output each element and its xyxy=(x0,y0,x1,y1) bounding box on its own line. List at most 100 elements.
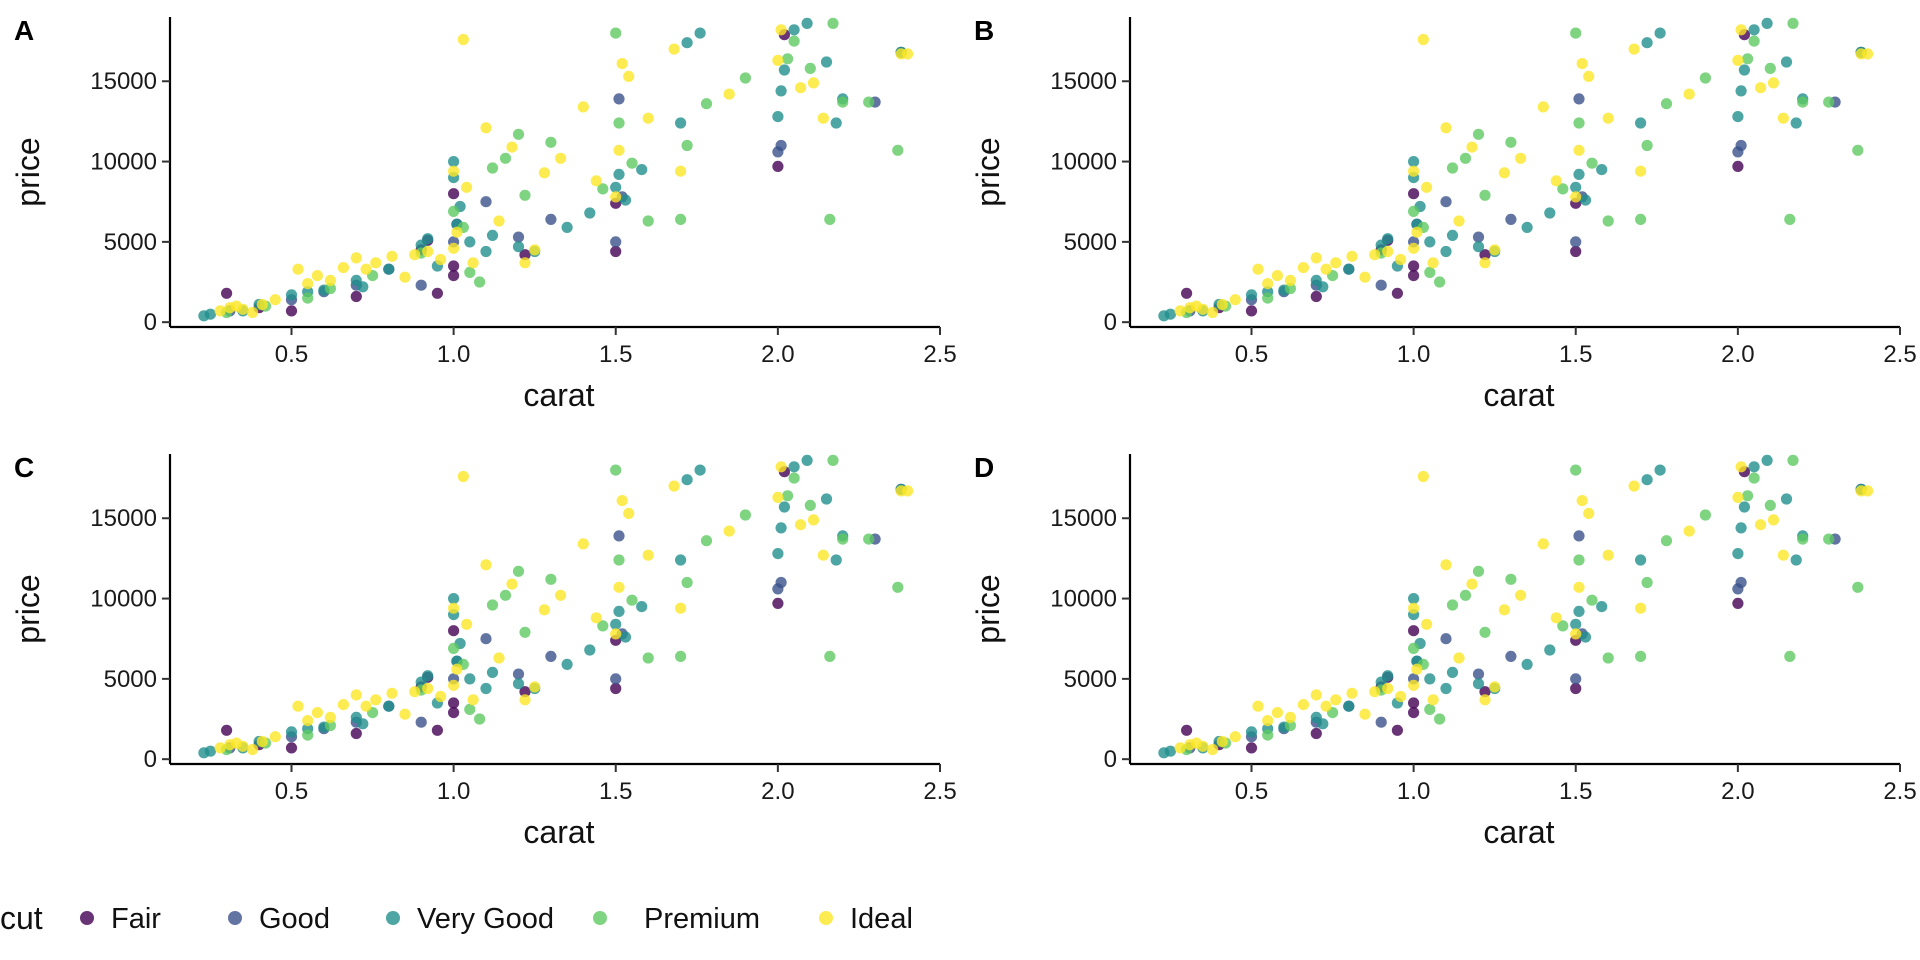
point-very-good xyxy=(584,207,596,219)
point-ideal xyxy=(311,707,323,719)
point-very-good xyxy=(801,454,813,466)
point-good xyxy=(512,668,525,680)
x-tick-label: 0.5 xyxy=(275,341,308,368)
point-ideal xyxy=(1583,507,1595,519)
point-very-good xyxy=(1790,117,1802,129)
y-tick-label: 5000 xyxy=(1064,666,1117,693)
point-fair xyxy=(448,260,460,272)
point-ideal xyxy=(1573,581,1585,593)
panel-d: D 0.5 1.0 1.5 2.0 2.5 0 5000 10000 15000 carat pric… xyxy=(970,452,1917,850)
point-ideal xyxy=(616,495,628,507)
point-premium xyxy=(474,276,486,288)
point-ideal xyxy=(1515,589,1527,601)
point-very-good xyxy=(675,554,687,566)
point-ideal xyxy=(1576,495,1588,507)
point-very-good xyxy=(486,229,499,241)
point-ideal xyxy=(1489,681,1501,693)
point-fair xyxy=(350,727,362,740)
point-good xyxy=(1440,633,1452,645)
legend-label-good: Good xyxy=(259,903,330,935)
point-fair xyxy=(1391,287,1403,299)
point-good xyxy=(610,236,622,248)
point-fair xyxy=(1408,188,1420,200)
point-premium xyxy=(545,136,557,148)
point-ideal xyxy=(1421,618,1433,630)
point-very-good xyxy=(830,554,842,566)
legend-item-ideal: Ideal xyxy=(819,903,913,935)
point-very-good xyxy=(448,156,460,168)
point-ideal xyxy=(506,141,518,153)
point-very-good xyxy=(675,117,687,129)
point-very-good xyxy=(1521,221,1533,233)
point-ideal xyxy=(613,144,625,156)
point-ideal xyxy=(1570,191,1582,203)
point-ideal xyxy=(1440,122,1452,134)
point-good xyxy=(610,673,622,685)
panel-tag-c: C xyxy=(14,452,34,483)
point-good xyxy=(415,279,427,291)
point-ideal xyxy=(1498,167,1510,179)
panel-a: A 0.5 1.0 1.5 2.0 2.5 0 5000 10000 15000 carat pric… xyxy=(10,15,957,413)
point-very-good xyxy=(1579,631,1592,643)
point-ideal xyxy=(1479,694,1491,706)
point-ideal xyxy=(1174,305,1186,317)
point-premium xyxy=(448,205,460,217)
point-very-good xyxy=(480,682,492,695)
point-ideal xyxy=(1297,699,1309,711)
point-fair xyxy=(448,270,460,282)
point-ideal xyxy=(1395,253,1407,266)
point-fair xyxy=(519,249,531,261)
point-premium xyxy=(597,183,609,195)
point-ideal xyxy=(1197,740,1209,752)
point-ideal xyxy=(493,652,505,664)
y-axis-title: price xyxy=(10,574,46,643)
point-very-good xyxy=(1780,493,1793,505)
point-very-good xyxy=(1790,554,1802,566)
y-tick-label: 0 xyxy=(1104,309,1117,336)
point-premium xyxy=(324,719,336,732)
panel-tag-d: D xyxy=(974,452,994,483)
point-ideal xyxy=(324,711,336,724)
point-premium xyxy=(302,729,314,741)
point-ideal xyxy=(337,262,349,274)
point-very-good xyxy=(613,168,625,180)
x-axis-title: carat xyxy=(1483,814,1554,850)
point-very-good xyxy=(1317,281,1329,293)
point-good xyxy=(1472,231,1485,243)
point-very-good xyxy=(1573,605,1585,618)
point-very-good xyxy=(1748,461,1760,473)
point-ideal xyxy=(256,298,268,311)
point-premium xyxy=(675,650,687,663)
point-good xyxy=(480,633,492,645)
point-ideal xyxy=(493,215,505,227)
point-ideal xyxy=(1346,687,1358,699)
x-axis-title: carat xyxy=(1483,377,1554,413)
point-good xyxy=(1735,139,1747,152)
point-fair xyxy=(285,305,298,317)
point-very-good xyxy=(383,700,395,712)
x-tick-label: 1.5 xyxy=(1559,778,1592,805)
point-very-good xyxy=(788,461,800,473)
point-premium xyxy=(700,98,713,110)
point-premium xyxy=(863,533,875,545)
point-ideal xyxy=(1735,461,1747,473)
y-tick-label: 0 xyxy=(1104,746,1117,773)
point-premium xyxy=(610,464,622,476)
point-premium xyxy=(1408,642,1420,655)
point-premium xyxy=(1602,215,1614,227)
point-very-good xyxy=(610,181,622,193)
point-ideal xyxy=(467,694,479,706)
y-tick-label: 10000 xyxy=(90,149,157,176)
point-very-good xyxy=(512,678,525,690)
point-ideal xyxy=(1421,181,1433,193)
point-fair xyxy=(431,287,443,299)
point-fair xyxy=(610,682,622,695)
point-ideal xyxy=(1466,578,1478,590)
point-ideal xyxy=(1252,263,1264,275)
point-premium xyxy=(1424,703,1436,716)
point-ideal xyxy=(1576,58,1588,70)
point-ideal xyxy=(1767,514,1780,526)
point-ideal xyxy=(302,278,314,290)
point-ideal xyxy=(555,152,567,164)
point-premium xyxy=(1641,139,1653,152)
